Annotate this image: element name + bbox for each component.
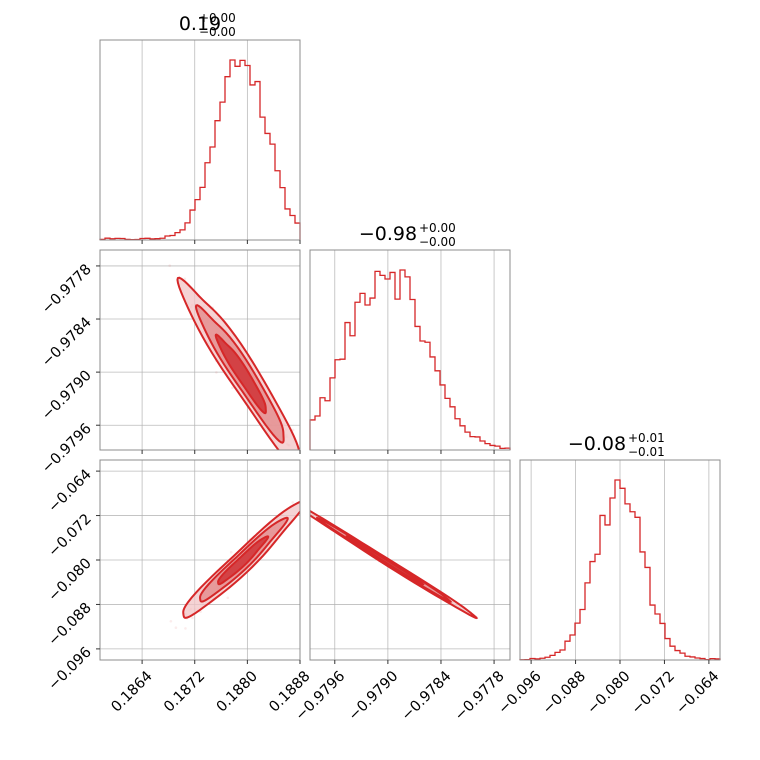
sample-point bbox=[291, 428, 295, 432]
sample-point bbox=[306, 510, 309, 513]
y-tick-label-1-0: −0.9796 bbox=[39, 421, 95, 477]
panel-hist-1 bbox=[309, 249, 511, 454]
sample-point bbox=[191, 616, 194, 620]
sample-point bbox=[294, 456, 297, 459]
y-tick-label-2-3: −0.072 bbox=[46, 511, 95, 560]
title-1-value: −0.98 bbox=[359, 223, 417, 245]
title-0-upper: +0.00 bbox=[199, 11, 236, 25]
panel-2d-0-1 bbox=[96, 233, 313, 485]
x-tick-label-2-3: −0.072 bbox=[629, 668, 678, 717]
title-0-value: 0.19 bbox=[179, 13, 221, 35]
sample-point bbox=[303, 509, 306, 512]
title-param-2: −0.08 bbox=[568, 433, 626, 455]
sample-point bbox=[301, 500, 304, 503]
y-tick-label-1-3: −0.9778 bbox=[39, 261, 95, 317]
panel-hist-0 bbox=[99, 39, 301, 244]
histogram-0 bbox=[99, 59, 301, 241]
x-tick-label-2-4: −0.064 bbox=[673, 668, 722, 717]
contour-inner bbox=[345, 535, 425, 586]
sample-point bbox=[229, 550, 233, 554]
contour-outer bbox=[182, 500, 300, 619]
contour-inner bbox=[214, 333, 267, 415]
title-2-value: −0.08 bbox=[568, 433, 626, 455]
x-tick-label-0-0: 0.1864 bbox=[109, 668, 156, 715]
panel-hist-2 bbox=[519, 459, 721, 664]
x-tick-label-1-2: −0.9784 bbox=[399, 668, 455, 724]
y-tick-label-2-1: −0.088 bbox=[46, 600, 95, 649]
density-fill-inner bbox=[218, 536, 269, 585]
density-fill-inner bbox=[215, 334, 266, 414]
contour-mid bbox=[316, 516, 453, 603]
histogram-2 bbox=[519, 479, 721, 661]
x-tick-label-1-3: −0.9778 bbox=[452, 668, 508, 724]
sample-point bbox=[168, 264, 172, 267]
x-tick-label-0-1: 0.1872 bbox=[161, 668, 208, 715]
frame-2d-2 bbox=[309, 459, 511, 661]
title-param-1: −0.98 bbox=[359, 223, 417, 245]
sample-point bbox=[291, 501, 294, 504]
frame-hist-1 bbox=[309, 249, 511, 451]
histogram-1 bbox=[309, 269, 511, 450]
panel-content-1 bbox=[169, 482, 323, 630]
sample-point bbox=[297, 482, 300, 485]
panel-content-2 bbox=[274, 490, 479, 620]
frame-2d-0 bbox=[99, 249, 301, 451]
sample-point bbox=[274, 490, 277, 493]
sample-point bbox=[305, 511, 308, 514]
title-1-upper: +0.00 bbox=[419, 221, 456, 235]
sample-point bbox=[231, 386, 234, 390]
x-tick-label-2-2: −0.080 bbox=[584, 668, 633, 717]
sample-point bbox=[320, 482, 323, 485]
y-tick-label-2-2: −0.080 bbox=[46, 556, 95, 605]
y-tick-label-2-0: −0.096 bbox=[46, 644, 95, 693]
sample-point bbox=[183, 277, 187, 281]
sample-point bbox=[226, 596, 230, 600]
frame-hist-0 bbox=[99, 39, 301, 241]
sample-point bbox=[302, 507, 305, 510]
sample-point bbox=[310, 477, 313, 480]
sample-point bbox=[285, 496, 288, 499]
panel-2d-0-2 bbox=[96, 459, 323, 664]
sample-point bbox=[300, 514, 303, 517]
contour-inner bbox=[217, 535, 270, 586]
panel-2d-1-2 bbox=[274, 459, 511, 664]
sample-point bbox=[215, 371, 218, 374]
x-tick-label-0-2: 0.1880 bbox=[214, 668, 261, 715]
contour-mid bbox=[194, 304, 285, 444]
y-tick-label-1-2: −0.9784 bbox=[39, 315, 95, 371]
sample-point bbox=[184, 627, 187, 630]
title-2-lower: −0.01 bbox=[628, 445, 665, 459]
title-param-0: 0.19 bbox=[179, 13, 221, 35]
panel-content-0 bbox=[154, 233, 313, 485]
sample-point bbox=[169, 619, 173, 623]
title-2-upper: +0.01 bbox=[628, 431, 665, 445]
x-tick-label-2-1: −0.088 bbox=[540, 668, 589, 717]
title-1-lower: −0.00 bbox=[419, 235, 456, 249]
sample-point bbox=[154, 233, 157, 236]
contour-outer bbox=[176, 276, 300, 450]
contour-mid bbox=[199, 516, 289, 603]
y-tick-label-2-4: −0.064 bbox=[46, 467, 95, 516]
sample-point bbox=[174, 626, 178, 629]
title-0-lower: −0.00 bbox=[199, 25, 236, 39]
y-tick-label-1-1: −0.9790 bbox=[39, 368, 95, 424]
x-tick-label-1-1: −0.9790 bbox=[346, 668, 402, 724]
